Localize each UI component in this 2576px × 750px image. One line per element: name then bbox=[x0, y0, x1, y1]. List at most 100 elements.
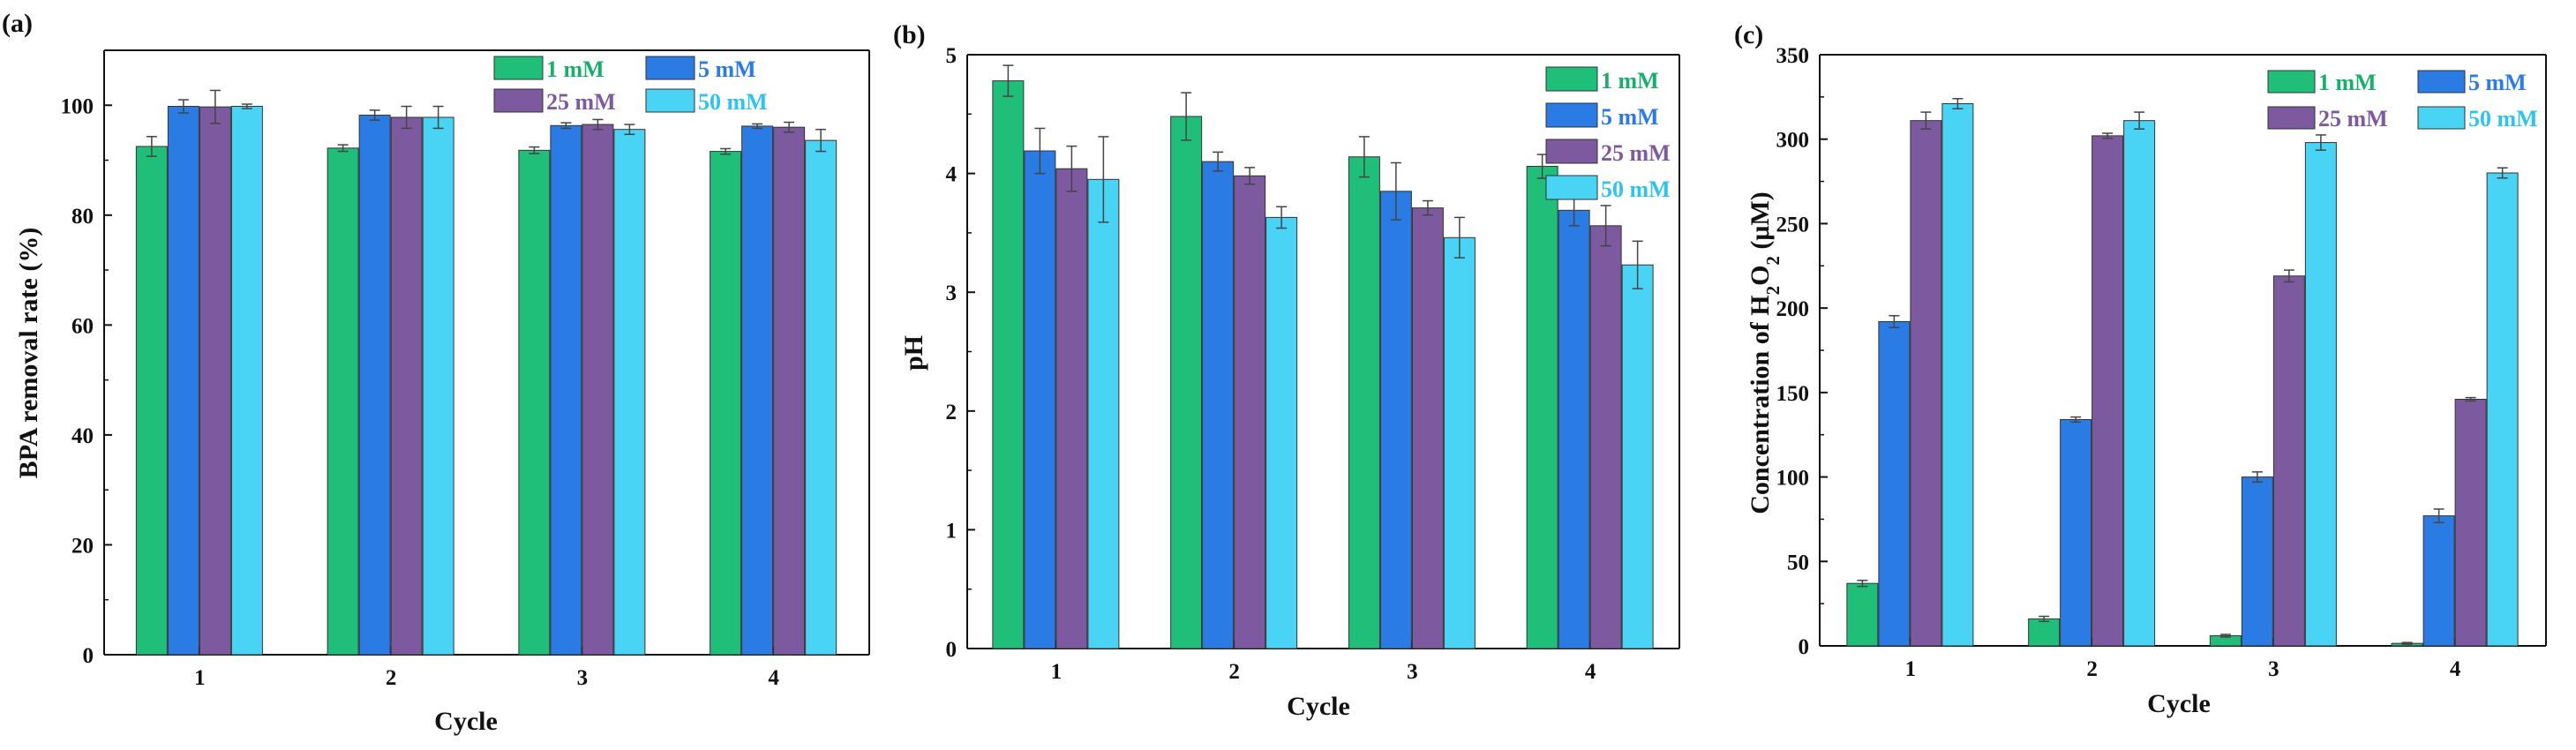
panel-a-bpa-removal: (a) BPA removal rate (%) Cycle 0 20 40 60 80… bbox=[2, 9, 870, 736]
panel-b-y-tick-label: 0 bbox=[946, 638, 958, 662]
panel-b-x-tick-label: 4 bbox=[1585, 660, 1596, 684]
panel-c-bar-50mm-cycle-3 bbox=[2304, 142, 2337, 647]
panel-b-y-axis-title: pH bbox=[899, 335, 928, 371]
panel-a-x-tick-label: 3 bbox=[577, 666, 589, 690]
panel-b-bar-25mm-cycle-1 bbox=[1055, 168, 1088, 649]
panel-b-bar-25mm-cycle-2 bbox=[1234, 175, 1266, 649]
panel-b-bar-1mm-cycle-1 bbox=[992, 80, 1025, 649]
panel-b-y-tick-label: 5 bbox=[946, 44, 958, 68]
panel-a-legend-label-50mm: 50 mM bbox=[698, 89, 768, 115]
panel-b-y-tick-label: 2 bbox=[946, 401, 958, 424]
panel-a-bar-50mm-cycle-4 bbox=[805, 139, 837, 656]
panel-b-bar-50mm-cycle-3 bbox=[1443, 236, 1476, 649]
panel-a-bar-1mm-cycle-1 bbox=[135, 146, 168, 656]
panel-a-x-tick-label: 2 bbox=[386, 666, 397, 690]
panel-c-legend-swatch-25mm bbox=[2267, 106, 2316, 130]
panel-b-x-axis-title: Cycle bbox=[1287, 692, 1350, 721]
panel-c-label: (c) bbox=[1734, 20, 1763, 49]
panel-c-ylabel-sub1: 2 bbox=[1762, 286, 1784, 296]
panel-c-bar-5mm-cycle-3 bbox=[2241, 476, 2273, 647]
panel-c-bar-5mm-cycle-2 bbox=[2060, 418, 2092, 647]
panel-c-y-tick-label: 50 bbox=[1787, 551, 1809, 574]
panel-b-x-tick-label: 2 bbox=[1228, 660, 1240, 684]
panel-b-y-tick-label: 1 bbox=[946, 519, 958, 543]
panel-c-legend-label-5mm: 5 mM bbox=[2468, 70, 2527, 95]
panel-c-x-tick-label: 1 bbox=[1905, 657, 1917, 681]
panel-b-bar-5mm-cycle-3 bbox=[1379, 191, 1412, 649]
panel-c-y-tick-label: 0 bbox=[1799, 635, 1810, 659]
panel-a-y-tick-label: 60 bbox=[71, 314, 94, 338]
panel-c-bar-25mm-cycle-3 bbox=[2272, 275, 2305, 647]
panel-a-bar-50mm-cycle-3 bbox=[613, 129, 646, 656]
panel-b-y-tick-label: 3 bbox=[946, 281, 958, 305]
panel-c-bar-25mm-cycle-2 bbox=[2092, 135, 2124, 647]
panel-c-legend-swatch-50mm bbox=[2417, 106, 2466, 130]
panel-a-bar-50mm-cycle-2 bbox=[422, 116, 454, 656]
panel-b-ph: (b) pH Cycle 0 1 2 3 4 5 1 2 3 4 1 mM 5 mM 25 mM 50 m… bbox=[893, 20, 1680, 721]
panel-a-label: (a) bbox=[2, 9, 33, 38]
panel-c-bar-1mm-cycle-2 bbox=[2028, 618, 2061, 647]
panel-a-x-tick-label: 1 bbox=[194, 666, 206, 690]
panel-b-bar-50mm-cycle-1 bbox=[1087, 178, 1120, 649]
panel-b-bar-5mm-cycle-1 bbox=[1024, 150, 1056, 649]
panel-c-x-tick-label: 2 bbox=[2086, 657, 2098, 681]
panel-c-bar-25mm-cycle-4 bbox=[2454, 399, 2487, 647]
panel-a-legend-label-5mm: 5 mM bbox=[698, 56, 756, 82]
panel-c-y-axis-title: Concentration of H2O2 (μM) bbox=[1746, 191, 1784, 514]
panel-a-bar-25mm-cycle-3 bbox=[582, 124, 614, 656]
panel-c-legend-swatch-1mm bbox=[2267, 70, 2316, 94]
panel-b-legend-swatch-50mm bbox=[1545, 175, 1598, 200]
panel-c-bar-1mm-cycle-1 bbox=[1846, 582, 1879, 647]
panel-c-x-tick-label: 4 bbox=[2450, 657, 2461, 681]
panel-a-legend-swatch-1mm bbox=[493, 56, 544, 80]
panel-b-x-tick-label: 3 bbox=[1407, 660, 1418, 684]
panel-a-bar-25mm-cycle-4 bbox=[773, 126, 806, 656]
panel-c-x-tick-label: 3 bbox=[2268, 657, 2279, 681]
panel-c-legend-label-25mm: 25 mM bbox=[2318, 106, 2388, 131]
panel-b-bar-5mm-cycle-2 bbox=[1202, 161, 1235, 649]
panel-a-bar-25mm-cycle-1 bbox=[199, 106, 231, 656]
panel-b-bar-50mm-cycle-2 bbox=[1265, 216, 1298, 649]
panel-a-bar-1mm-cycle-3 bbox=[518, 149, 551, 656]
panel-c-x-axis-title: Cycle bbox=[2147, 689, 2211, 718]
panel-a-legend-label-1mm: 1 mM bbox=[546, 56, 605, 82]
panel-a-legend-label-25mm: 25 mM bbox=[546, 89, 616, 115]
panel-a-legend-swatch-50mm bbox=[645, 88, 695, 113]
panel-b-bar-1mm-cycle-2 bbox=[1170, 116, 1203, 649]
panel-c-h2o2: (c) Concentration of H2O2 (μM) Cycle 0 50… bbox=[1734, 20, 2547, 718]
panel-a-y-tick-label: 100 bbox=[61, 94, 94, 118]
panel-a-y-axis-title: BPA removal rate (%) bbox=[14, 228, 43, 479]
panel-c-bar-5mm-cycle-4 bbox=[2422, 515, 2455, 647]
panel-a-x-tick-label: 4 bbox=[768, 666, 779, 690]
panel-c-y-tick-label: 250 bbox=[1776, 213, 1810, 236]
panel-c-ylabel-sub2: 2 bbox=[1762, 256, 1784, 266]
panel-b-legend-label-5mm: 5 mM bbox=[1601, 104, 1659, 130]
panel-c-ylabel-mid: O bbox=[1746, 266, 1775, 286]
panel-c-y-tick-label: 150 bbox=[1776, 382, 1810, 406]
panel-a-y-tick-label: 20 bbox=[71, 534, 94, 558]
panel-c-bar-50mm-cycle-2 bbox=[2123, 120, 2156, 647]
panel-a-x-axis-title: Cycle bbox=[434, 707, 498, 736]
panel-c-y-tick-label: 100 bbox=[1776, 467, 1810, 491]
panel-b-label: (b) bbox=[893, 20, 926, 49]
panel-a-bar-5mm-cycle-3 bbox=[550, 124, 582, 656]
panel-b-bar-25mm-cycle-3 bbox=[1411, 207, 1444, 649]
panel-a-y-tick-label: 40 bbox=[71, 424, 94, 448]
panel-a-legend-swatch-5mm bbox=[645, 56, 695, 80]
panel-c-y-tick-label: 350 bbox=[1776, 44, 1810, 68]
panel-b-bar-25mm-cycle-4 bbox=[1589, 225, 1622, 649]
panel-c-bar-50mm-cycle-1 bbox=[1941, 103, 1974, 647]
panel-a-bar-25mm-cycle-2 bbox=[390, 116, 423, 656]
panel-b-legend-label-50mm: 50 mM bbox=[1601, 176, 1671, 202]
panel-a-legend-swatch-25mm bbox=[493, 88, 544, 113]
panel-a-bar-5mm-cycle-2 bbox=[358, 114, 391, 656]
panel-a-bar-5mm-cycle-4 bbox=[741, 125, 774, 656]
panel-c-legend-label-50mm: 50 mM bbox=[2468, 106, 2538, 131]
panel-c-ylabel-prefix: Concentration of H bbox=[1746, 295, 1775, 514]
panel-c-y-tick-label: 200 bbox=[1776, 297, 1810, 321]
panel-b-bar-50mm-cycle-4 bbox=[1621, 264, 1654, 649]
panel-c-bar-50mm-cycle-4 bbox=[2486, 172, 2519, 647]
panel-a-bar-50mm-cycle-1 bbox=[230, 106, 263, 656]
panel-c-bar-5mm-cycle-1 bbox=[1878, 320, 1911, 647]
